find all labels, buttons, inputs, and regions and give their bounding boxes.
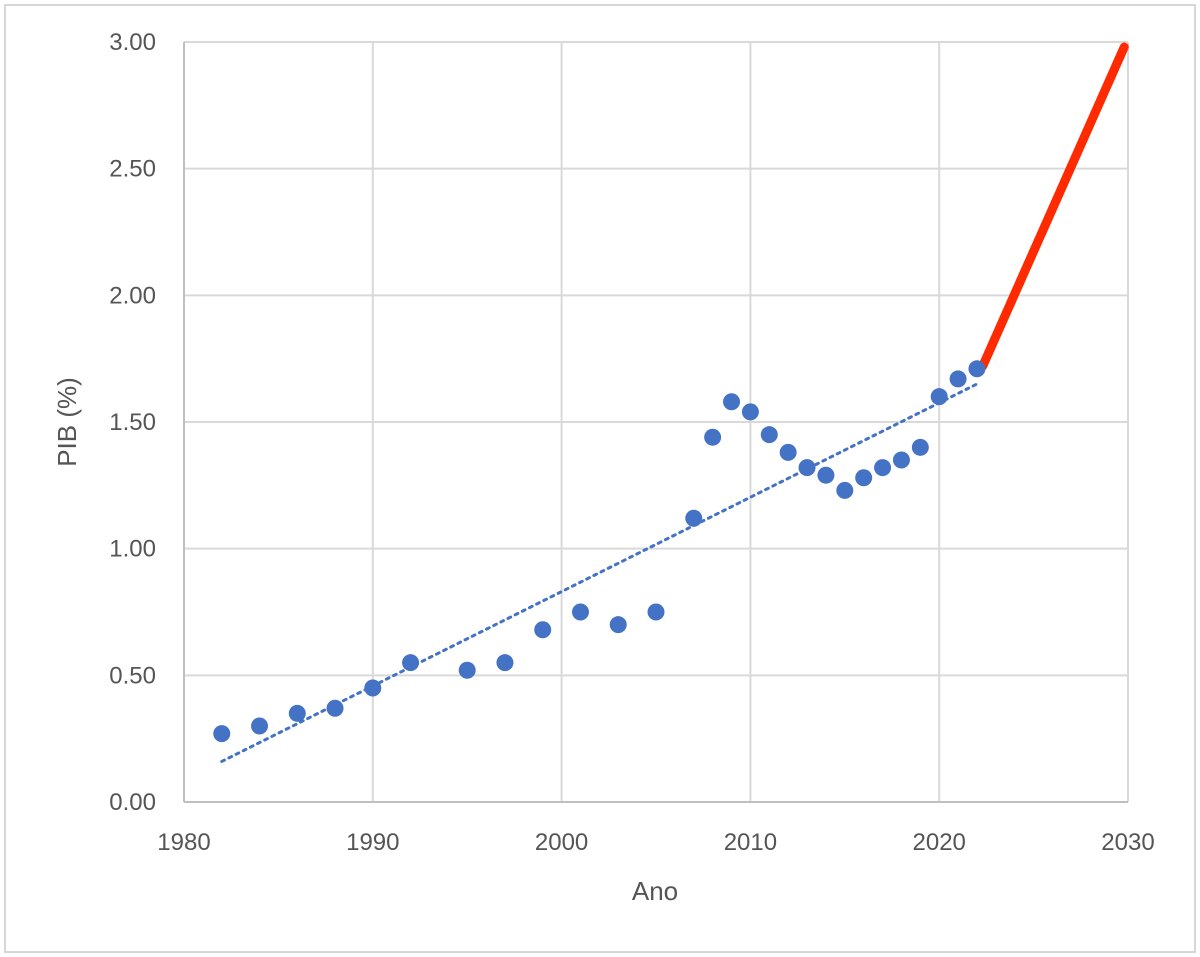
data-point — [760, 426, 778, 444]
y-axis-title: PIB (%) — [52, 377, 82, 467]
data-point — [458, 661, 476, 679]
x-tick-label: 2010 — [724, 829, 777, 856]
y-tick-labels: 0.00 0.50 1.00 1.50 2.00 2.50 3.00 — [109, 29, 156, 816]
data-point — [326, 699, 344, 717]
projection-line — [978, 42, 1129, 371]
y-tick-label: 0.00 — [109, 789, 156, 816]
data-point — [741, 403, 759, 421]
data-point — [874, 459, 892, 477]
data-point — [968, 360, 986, 378]
plot-marks — [213, 42, 1129, 763]
y-tick-label: 2.50 — [109, 156, 156, 183]
data-point — [609, 616, 627, 634]
x-tick-label: 2020 — [913, 829, 966, 856]
data-point — [949, 370, 967, 388]
data-point — [571, 603, 589, 621]
trendline — [220, 382, 979, 763]
gridlines — [184, 41, 1129, 802]
x-tick-label: 1980 — [157, 829, 210, 856]
data-point — [251, 717, 269, 735]
chart-frame — [4, 4, 1196, 953]
y-tick-label: 1.00 — [109, 536, 156, 563]
data-point — [213, 725, 231, 743]
axes — [183, 42, 1128, 803]
data-point — [779, 443, 797, 461]
x-tick-label: 1990 — [346, 829, 399, 856]
data-point — [685, 509, 703, 527]
data-point — [892, 451, 910, 469]
y-tick-label: 3.00 — [109, 29, 156, 56]
data-point — [288, 704, 306, 722]
data-point — [855, 469, 873, 487]
x-tick-labels: 1980 1990 2000 2010 2020 2030 — [157, 829, 1154, 856]
x-tick-label: 2030 — [1101, 829, 1154, 856]
y-tick-label: 0.50 — [109, 662, 156, 689]
data-point — [496, 654, 514, 672]
data-point — [817, 466, 835, 484]
data-point — [704, 428, 722, 446]
x-axis-title: Ano — [632, 876, 678, 906]
data-point — [364, 679, 382, 697]
data-point — [798, 459, 816, 477]
data-point — [723, 393, 741, 411]
data-point — [930, 388, 948, 406]
data-point — [534, 621, 552, 639]
data-point — [647, 603, 665, 621]
y-tick-label: 2.00 — [109, 282, 156, 309]
data-point — [911, 438, 929, 456]
x-tick-label: 2000 — [535, 829, 588, 856]
y-tick-label: 1.50 — [109, 409, 156, 436]
data-point — [402, 654, 420, 672]
data-point — [836, 481, 854, 499]
